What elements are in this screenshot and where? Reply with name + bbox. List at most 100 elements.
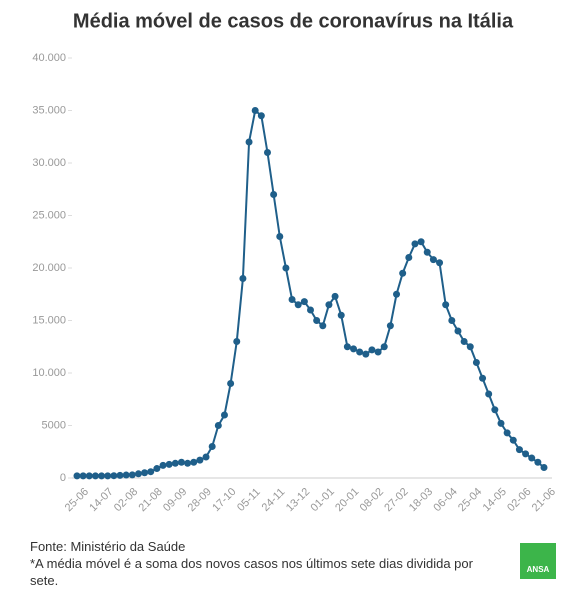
point [337, 311, 345, 319]
x-tick-label: 25-04 [456, 486, 484, 514]
point [503, 429, 511, 437]
point [522, 450, 530, 458]
point [448, 317, 456, 324]
point [79, 472, 87, 480]
logo-box [520, 543, 556, 579]
point [368, 346, 376, 354]
point [300, 298, 308, 306]
x-tick-label: 27-02 [382, 486, 410, 514]
point [374, 348, 382, 356]
point [454, 327, 462, 335]
x-tick-label: 02-08 [112, 486, 140, 514]
x-tick-label: 17-10 [210, 486, 238, 514]
point [497, 419, 505, 427]
point [110, 472, 118, 480]
point [73, 472, 81, 480]
point [417, 238, 425, 246]
point [184, 459, 192, 467]
y-tick-label: 40.000 [32, 52, 66, 64]
point [116, 471, 124, 479]
y-tick-label: 5000 [42, 419, 66, 431]
point [171, 459, 179, 467]
point [472, 359, 480, 366]
point [307, 306, 314, 314]
point [319, 322, 327, 330]
x-tick-label: 18-03 [407, 486, 435, 514]
point [540, 464, 548, 471]
x-tick-label: 24-11 [260, 486, 288, 514]
point [423, 248, 431, 256]
note: *A média móvel é a soma dos novos casos … [30, 556, 473, 588]
point [386, 322, 394, 330]
point [411, 240, 419, 248]
point [466, 343, 474, 351]
x-tick-label: 09-09 [161, 486, 189, 514]
point [479, 374, 487, 382]
point [233, 338, 241, 345]
point [515, 446, 523, 454]
point [270, 191, 278, 198]
x-tick-label: 13-12 [284, 486, 312, 514]
point [239, 275, 247, 282]
point [294, 301, 302, 309]
y-tick-label: 30.000 [32, 157, 66, 169]
point [393, 290, 401, 298]
point [177, 458, 185, 466]
chart-title: Média móvel de casos de coronavírus na I… [73, 10, 514, 32]
point [313, 317, 321, 324]
point [85, 472, 93, 480]
point [153, 465, 161, 473]
point [220, 411, 228, 419]
point [356, 348, 364, 356]
point [534, 458, 542, 466]
point [442, 301, 450, 309]
point [128, 471, 136, 479]
point [485, 390, 493, 398]
x-tick-label: 01-01 [309, 486, 337, 514]
x-tick-label: 14-07 [87, 486, 115, 514]
point [362, 350, 370, 358]
x-tick-label: 08-02 [358, 486, 386, 514]
x-tick-label: 21-06 [530, 486, 558, 514]
y-tick-label: 0 [60, 472, 66, 484]
source: Fonte: Ministério da Saúde [30, 539, 186, 554]
logo: ANSA [527, 565, 550, 574]
line [77, 108, 545, 477]
point [227, 380, 235, 387]
point [165, 460, 173, 468]
point [343, 343, 351, 351]
point [147, 468, 155, 476]
point [276, 233, 284, 240]
point [91, 472, 99, 480]
point [190, 458, 198, 466]
point [257, 112, 265, 120]
x-tick-label: 05-11 [235, 486, 263, 514]
x-tick-label: 28-09 [186, 486, 214, 514]
y-tick-label: 20.000 [32, 262, 66, 274]
point [214, 422, 222, 429]
point [208, 443, 216, 450]
y-tick-label: 25.000 [32, 209, 66, 221]
point [288, 296, 296, 303]
point [122, 471, 130, 479]
x-tick-label: 14-05 [481, 486, 509, 514]
point [380, 343, 388, 351]
x-tick-label: 21-08 [136, 486, 164, 514]
point [245, 138, 253, 146]
x-tick-label: 02-06 [505, 486, 533, 514]
footer: Fonte: Ministério da Saúde *A média móve… [30, 538, 500, 589]
point [282, 264, 290, 272]
x-tick-label: 06-04 [431, 486, 459, 514]
point [460, 338, 468, 345]
point [251, 107, 259, 114]
point [509, 436, 517, 444]
y-tick-label: 10.000 [32, 367, 66, 379]
point [196, 456, 204, 464]
y-tick-label: 35.000 [32, 104, 66, 116]
y-tick-label: 15.000 [32, 314, 66, 326]
point [405, 254, 413, 261]
point [331, 292, 339, 300]
point [98, 472, 106, 480]
point [202, 453, 210, 461]
point [399, 269, 407, 277]
